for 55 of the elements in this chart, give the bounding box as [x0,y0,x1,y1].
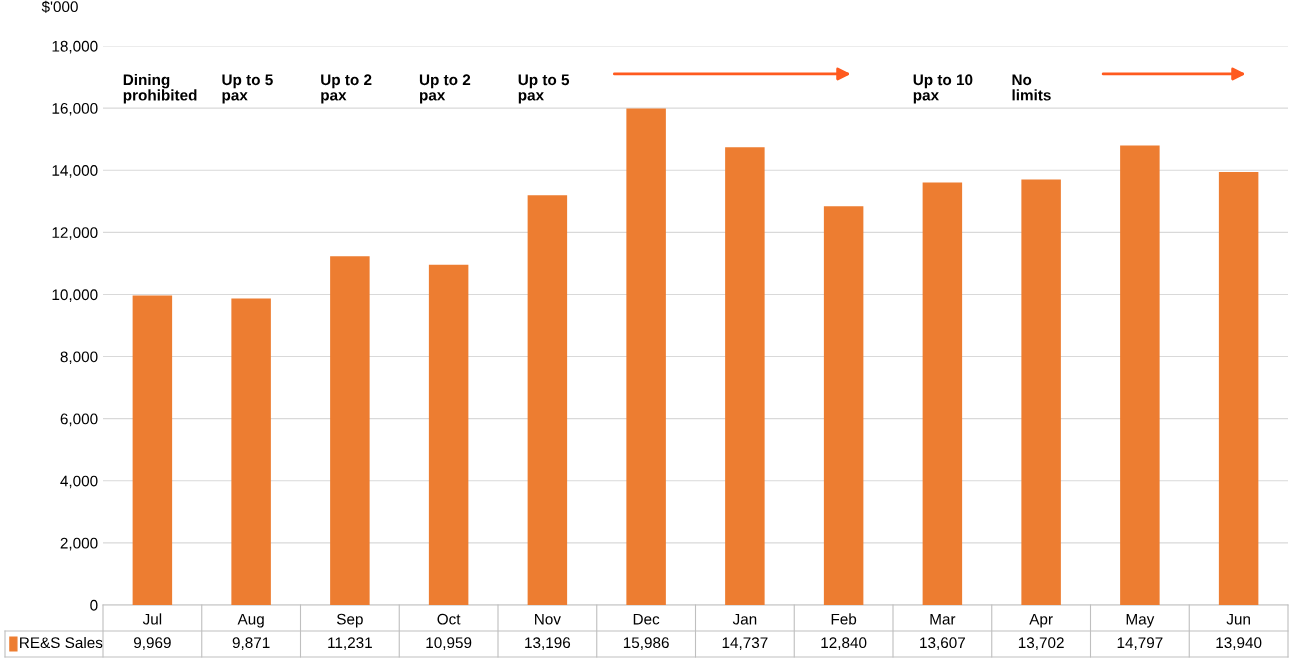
x-tick-label: Apr [1029,613,1053,628]
x-tick-label: Jun [1226,613,1250,625]
x-tick-label: Nov [535,613,561,625]
data-label: 12,840 [821,637,867,650]
bar [527,195,568,605]
y-tick-label: 2,000 [60,537,98,551]
y-tick-label: 8,000 [60,351,98,365]
annotation: Up to 2 pax [419,74,471,104]
data-label: 9,871 [232,637,270,650]
data-label: 9,969 [133,637,171,650]
bar [823,206,864,605]
data-label: 14,797 [1117,637,1163,650]
x-tick-label: May [1126,613,1155,628]
bar [626,108,666,605]
x-tick-label: Aug [237,613,264,628]
bar [428,264,469,605]
legend-label: RE&S Sales [20,636,103,649]
data-label: 13,607 [920,637,965,650]
x-tick-label: Jan [732,613,757,625]
x-tick-label: Jul [142,613,162,625]
y-tick-label: 0 [90,599,98,611]
bar [330,256,370,605]
y-tick-label: 18,000 [52,40,98,54]
bar [132,295,173,605]
annotation: Up to 5 pax [222,74,273,104]
bar [1218,172,1259,605]
data-label: 13,702 [1018,637,1064,650]
y-axis-title: $'000 [41,0,78,14]
y-tick-label: 4,000 [60,475,98,489]
annotation: Up to 10 pax [913,74,973,104]
bar [725,147,765,605]
x-tick-label: Feb [831,613,857,625]
y-tick-label: 12,000 [52,227,98,240]
annotation: Up to 5 pax [518,74,570,104]
bar [922,182,963,605]
data-label: 11,231 [328,637,372,650]
annotation: Up to 2 pax [321,74,372,104]
y-tick-label: 14,000 [52,165,98,178]
x-tick-label: Dec [633,613,660,625]
y-tick-label: 16,000 [52,102,98,116]
data-label: 14,737 [722,637,768,650]
bar [231,298,271,605]
annotation: Dining prohibited [123,73,197,104]
bar [1021,179,1061,605]
data-label: 10,959 [426,637,472,650]
annotation: No limits [1012,74,1051,101]
y-tick-label: 6,000 [60,413,98,427]
x-tick-label: Sep [336,613,363,628]
x-tick-label: Oct [437,613,461,625]
bar [1120,145,1160,605]
data-label: 13,196 [525,637,571,650]
y-tick-label: 10,000 [52,289,98,302]
x-tick-label: Mar [930,613,956,625]
data-label: 15,986 [623,637,669,650]
data-label: 13,940 [1216,637,1262,650]
